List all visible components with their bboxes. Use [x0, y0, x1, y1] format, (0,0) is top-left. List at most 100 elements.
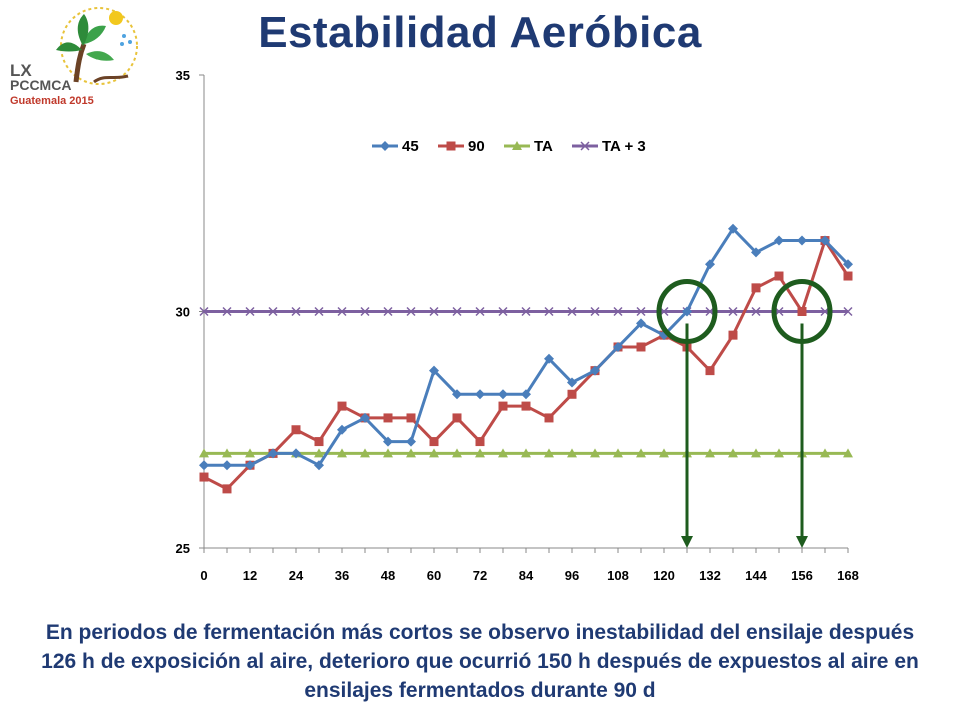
data-point-45: [199, 460, 209, 471]
pccmca-logo: LX PCCMCA Guatemala 2015: [10, 7, 138, 107]
x-tick-label: 24: [289, 568, 304, 583]
data-point-90: [498, 401, 508, 411]
data-point-ta: [406, 448, 416, 458]
x-tick-label: 72: [473, 568, 487, 583]
data-point-45: [245, 460, 255, 471]
data-point-ta: [659, 448, 669, 458]
data-point-ta-3: [360, 306, 370, 317]
chart-series: [199, 223, 853, 494]
data-point-ta-3: [199, 306, 209, 317]
data-point-45: [682, 306, 692, 317]
data-point-ta-3: [590, 306, 600, 317]
data-point-90: [728, 330, 738, 340]
data-point-45: [521, 389, 531, 400]
data-point-45: [268, 448, 278, 459]
data-point-ta: [728, 448, 738, 458]
legend-swatch-marker: [380, 141, 390, 151]
data-point-ta-3: [613, 306, 623, 317]
data-point-90: [751, 283, 761, 293]
annotation-arrow-head: [681, 536, 693, 548]
data-point-ta-3: [636, 306, 646, 317]
x-tick-label: 12: [243, 568, 257, 583]
data-point-ta-3: [429, 306, 439, 317]
x-tick-label: 96: [565, 568, 579, 583]
legend-swatch-marker: [580, 141, 590, 151]
data-point-ta-3: [406, 306, 416, 317]
data-point-90: [843, 271, 853, 281]
data-point-90: [475, 437, 485, 447]
series-45: [199, 223, 853, 471]
data-point-90: [797, 307, 807, 316]
data-point-ta-3: [521, 306, 531, 317]
data-point-ta: [429, 448, 439, 458]
data-point-90: [452, 413, 462, 423]
data-point-45: [475, 389, 485, 400]
data-point-ta: [820, 448, 830, 458]
legend-item-ta-3: TA + 3: [572, 138, 646, 155]
data-point-ta-3: [245, 306, 255, 317]
data-point-90: [222, 484, 232, 494]
data-point-ta-3: [383, 306, 393, 317]
data-point-90: [705, 366, 715, 376]
data-point-ta: [222, 448, 232, 458]
data-point-ta: [521, 448, 531, 458]
data-point-45: [452, 389, 462, 400]
data-point-ta: [613, 448, 623, 458]
data-point-45: [360, 412, 370, 423]
data-point-45: [843, 259, 853, 270]
chart-legend: 45 90 TA TA + 3: [372, 138, 646, 155]
data-point-ta-3: [314, 306, 324, 317]
data-point-ta: [774, 448, 784, 458]
data-point-ta: [314, 448, 324, 458]
data-point-45: [314, 460, 324, 471]
data-point-ta: [360, 448, 370, 458]
data-point-45: [613, 341, 623, 352]
data-point-ta-3: [222, 306, 232, 317]
x-tick-label: 120: [653, 568, 675, 583]
data-point-ta: [567, 448, 577, 458]
data-point-ta-3: [751, 306, 761, 317]
series-line-45: [204, 227, 850, 467]
data-point-45: [728, 223, 738, 234]
data-point-ta: [475, 448, 485, 458]
data-point-90: [337, 401, 347, 411]
data-point-ta: [705, 448, 715, 458]
data-point-90: [429, 437, 439, 447]
legend-item-90: 90: [438, 138, 485, 155]
data-point-90: [383, 413, 393, 423]
data-point-ta-3: [843, 306, 853, 317]
x-tick-label: 0: [200, 568, 207, 583]
data-point-ta: [245, 448, 255, 458]
data-point-45: [567, 377, 577, 388]
data-point-ta: [544, 448, 554, 458]
data-point-ta: [590, 448, 600, 458]
data-point-ta-3: [728, 306, 738, 317]
data-point-45: [636, 318, 646, 329]
data-point-ta: [751, 448, 761, 458]
data-point-45: [337, 424, 347, 435]
x-tick-label: 84: [519, 568, 534, 583]
data-point-45: [222, 460, 232, 471]
series-ta-3: [199, 306, 853, 317]
logo-text-pccmca: PCCMCA: [10, 77, 71, 93]
legend-label: 45: [402, 138, 419, 155]
data-point-45: [797, 235, 807, 246]
annotation-2: [771, 279, 833, 548]
data-point-ta-3: [567, 306, 577, 317]
series-ta: [199, 448, 853, 458]
data-point-45: [751, 247, 761, 258]
data-point-90: [636, 342, 646, 352]
data-point-90: [199, 472, 209, 482]
data-point-45: [544, 353, 554, 364]
legend-item-45: 45: [372, 138, 419, 155]
x-tick-label: 36: [335, 568, 349, 583]
data-point-90: [521, 401, 531, 411]
data-point-45: [429, 365, 439, 376]
x-tick-label: 168: [837, 568, 859, 583]
data-point-45: [498, 389, 508, 400]
data-point-90: [291, 425, 301, 435]
slide-caption: En periodos de fermentación más cortos s…: [41, 621, 919, 702]
data-point-90: [567, 389, 577, 399]
data-point-ta: [843, 448, 853, 458]
